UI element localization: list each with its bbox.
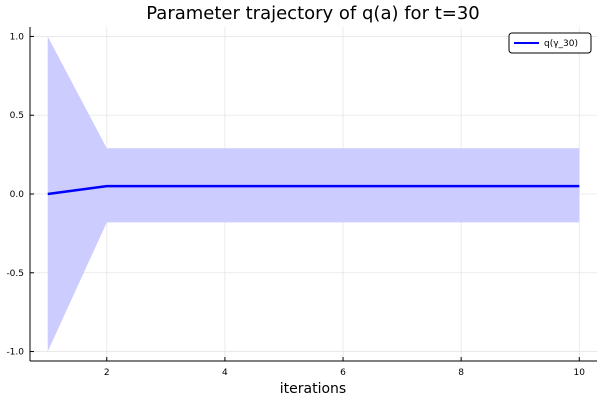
x-tick-label: 10 <box>574 368 586 378</box>
series-lines <box>47 184 580 196</box>
legend-label: q(γ_30) <box>544 39 578 49</box>
legend-box <box>508 32 592 54</box>
y-tick-label: 0.5 <box>10 111 24 121</box>
y-tick-label: 0.0 <box>10 190 25 200</box>
y-tick-label: -1.0 <box>6 348 24 358</box>
ticks: 2 4 6 8 10 -1.0 -0.5 0.0 0.5 1.0 <box>6 32 585 378</box>
y-tick-label: 1.0 <box>10 32 25 42</box>
x-tick-label: 6 <box>340 368 346 378</box>
x-axis-label: iterations <box>280 381 346 397</box>
x-tick-label: 4 <box>222 368 228 378</box>
confidence-bands <box>47 36 580 352</box>
x-tick-label: 8 <box>458 368 464 378</box>
chart-title: Parameter trajectory of q(a) for t=30 <box>146 3 479 24</box>
series-line <box>47 184 580 196</box>
y-tick-label: -0.5 <box>6 269 24 279</box>
x-tick-label: 2 <box>104 368 110 378</box>
confidence-band <box>47 36 580 352</box>
legend: q(γ_30) <box>508 32 592 54</box>
